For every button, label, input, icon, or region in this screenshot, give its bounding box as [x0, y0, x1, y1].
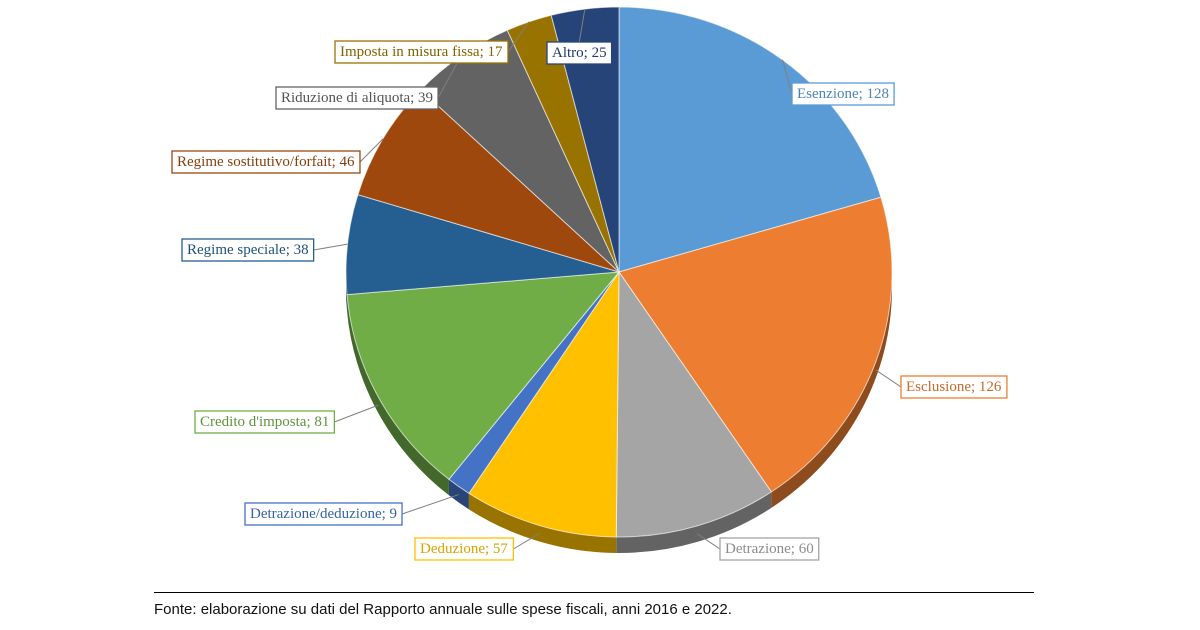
leader-line-esenzione: [782, 59, 793, 95]
pie-slice-credito-d-imposta: [346, 271, 621, 480]
data-label-text-deduzione: Deduzione; 57: [420, 541, 508, 557]
pie-slice-side-detrazione-deduzione: [448, 479, 469, 510]
data-label-box-esclusione: [900, 375, 1008, 399]
pie-slice-side-esclusione: [771, 272, 892, 508]
data-label-box-imposta-in-misura-fissa: [334, 40, 509, 64]
data-label-text-regime-sostitutivo-forfait: Regime sostitutivo/forfait; 46: [177, 154, 355, 170]
data-label-text-detrazione-deduzione: Detrazione/deduzione; 9: [250, 506, 397, 522]
data-label-box-detrazione-deduzione: [244, 502, 403, 526]
data-label-box-regime-sostitutivo-forfait: [171, 150, 361, 174]
data-label-detrazione: Detrazione; 60: [697, 533, 820, 561]
leader-line-credito-d-imposta: [334, 404, 379, 423]
data-label-imposta-in-misura-fissa: Imposta in misura fissa; 17: [334, 21, 530, 64]
data-label-riduzione-di-aliquota: Riduzione di aliquota; 39: [275, 55, 462, 110]
pie-slice-side-detrazione: [616, 491, 772, 553]
leader-line-deduzione: [513, 533, 540, 550]
leader-line-imposta-in-misura-fissa: [507, 21, 530, 53]
pie-slice-side-deduzione: [468, 493, 617, 553]
data-label-text-detrazione: Detrazione; 60: [725, 541, 814, 557]
pie-slice-detrazione: [615, 270, 773, 538]
pie-slice-esclusione: [618, 196, 893, 493]
data-label-box-riduzione-di-aliquota: [275, 86, 439, 110]
data-label-box-detrazione: [719, 537, 820, 561]
data-label-detrazione-deduzione: Detrazione/deduzione; 9: [244, 494, 459, 526]
leader-line-esclusione: [875, 369, 902, 388]
source-divider: [154, 592, 1034, 593]
data-label-box-deduzione: [414, 537, 515, 561]
pie-slice-deduzione: [468, 270, 620, 538]
data-label-box-esenzione: [791, 82, 895, 106]
leader-line-regime-sostitutivo-forfait: [359, 138, 384, 163]
data-label-regime-speciale: Regime speciale; 38: [181, 238, 348, 262]
data-label-box-credito-d-imposta: [194, 410, 336, 434]
data-label-regime-sostitutivo-forfait: Regime sostitutivo/forfait; 46: [171, 138, 384, 174]
data-label-text-altro: Altro; 25: [552, 45, 607, 61]
data-label-credito-d-imposta: Credito d'imposta; 81: [194, 404, 379, 434]
data-label-altro: Altro; 25: [546, 8, 613, 65]
data-label-esclusione: Esclusione; 126: [875, 369, 1008, 399]
pie-slice-side-credito-d-imposta: [346, 294, 449, 496]
leader-line-altro: [578, 8, 586, 43]
leader-line-regime-speciale: [313, 243, 348, 251]
leader-line-detrazione: [697, 533, 721, 550]
data-label-box-altro: [546, 41, 613, 65]
data-label-text-riduzione-di-aliquota: Riduzione di aliquota; 39: [281, 90, 433, 106]
data-label-text-regime-speciale: Regime speciale; 38: [187, 242, 309, 258]
data-label-esenzione: Esenzione; 128: [782, 59, 895, 106]
data-label-box-regime-speciale: [181, 238, 315, 262]
data-label-text-credito-d-imposta: Credito d'imposta; 81: [200, 414, 329, 430]
data-label-text-esclusione: Esclusione; 126: [906, 379, 1002, 395]
leader-line-detrazione-deduzione: [401, 494, 459, 515]
data-label-text-esenzione: Esenzione; 128: [797, 86, 889, 102]
data-label-text-imposta-in-misura-fissa: Imposta in misura fissa; 17: [340, 44, 503, 60]
data-label-deduzione: Deduzione; 57: [414, 533, 540, 561]
pie-data-labels: Esenzione; 128 Esclusione; 126 Detrazione;…: [171, 8, 1008, 561]
source-note: Fonte: elaborazione su dati del Rapporto…: [154, 601, 732, 618]
